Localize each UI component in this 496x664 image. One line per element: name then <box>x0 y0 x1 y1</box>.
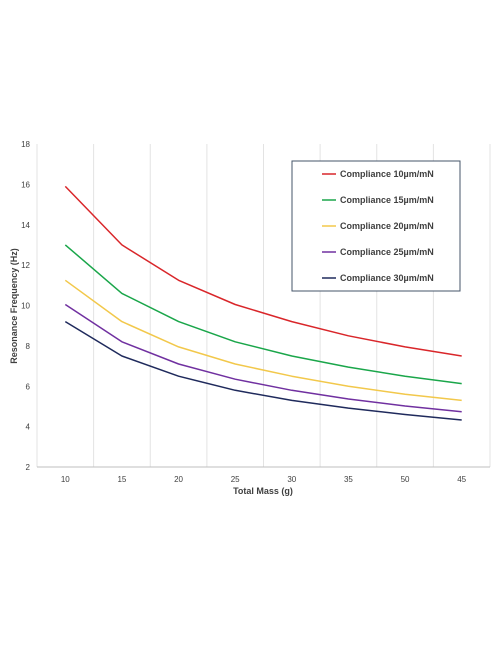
legend-label: Compliance 15µm/mN <box>340 195 434 205</box>
x-tick-label: 20 <box>174 475 183 484</box>
legend-label: Compliance 30µm/mN <box>340 273 434 283</box>
y-tick-label: 6 <box>26 382 31 391</box>
y-tick-label: 12 <box>21 261 30 270</box>
legend: Compliance 10µm/mN Compliance 15µm/mN Comp… <box>291 160 461 292</box>
y-tick-label: 4 <box>26 423 31 432</box>
series-lines <box>64 185 462 421</box>
x-tick-label: 15 <box>117 475 126 484</box>
series-line <box>64 279 462 402</box>
legend-label: Compliance 25µm/mN <box>340 247 434 257</box>
y-tick-label: 2 <box>26 463 31 472</box>
x-tick-label: 30 <box>287 475 296 484</box>
x-tick-label: 35 <box>344 475 353 484</box>
x-tick-label: 45 <box>457 475 466 484</box>
y-tick-label: 16 <box>21 180 30 189</box>
series-line <box>64 185 462 357</box>
legend-label: Compliance 10µm/mN <box>340 169 434 179</box>
y-tick-label: 10 <box>21 302 30 311</box>
series-line <box>64 320 462 421</box>
tick-labels: 2 4 6 8 10 12 14 16 18 10 15 20 25 30 35 50 45 <box>21 140 467 484</box>
x-tick-label: 50 <box>401 475 410 484</box>
y-tick-label: 14 <box>21 221 30 230</box>
legend-box <box>291 160 461 292</box>
y-tick-label: 18 <box>21 140 30 149</box>
series-line <box>64 303 462 413</box>
y-axis-title: Resonance Frequency (Hz) <box>9 248 19 364</box>
x-tick-label: 25 <box>231 475 240 484</box>
y-tick-label: 8 <box>26 342 31 351</box>
x-tick-label: 10 <box>61 475 70 484</box>
x-axis-title: Total Mass (g) <box>233 486 293 496</box>
legend-label: Compliance 20µm/mN <box>340 221 434 231</box>
series-line <box>64 244 462 385</box>
